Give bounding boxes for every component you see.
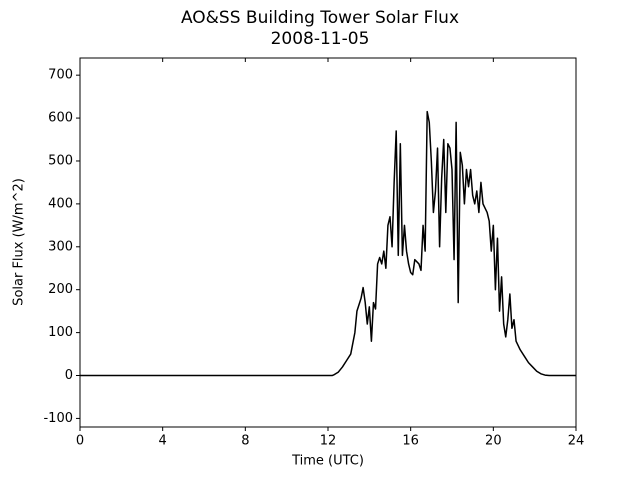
y-tick-label: 400 [48,196,73,211]
x-tick-label: 16 [402,434,419,449]
y-axis-label: Solar Flux (W/m^2) [12,178,27,306]
x-tick-label: 20 [485,434,502,449]
x-tick-label: 8 [241,434,249,449]
x-tick-label: 4 [159,434,167,449]
y-tick-label: -100 [43,411,73,426]
y-tick-label: 100 [48,325,73,340]
y-tick-label: 300 [48,239,73,254]
x-tick-label: 12 [320,434,337,449]
chart-subtitle: 2008-11-05 [271,29,370,49]
x-axis-label: Time (UTC) [291,454,364,469]
chart-title: AO&SS Building Tower Solar Flux [181,8,459,28]
x-tick-label: 0 [76,434,84,449]
y-tick-label: 600 [48,111,73,126]
x-tick-label: 24 [568,434,585,449]
y-tick-label: 0 [65,368,73,383]
y-tick-label: 500 [48,153,73,168]
plot-frame [79,57,577,428]
y-tick-label: 700 [48,68,73,83]
y-tick-label: 200 [48,282,73,297]
line [80,110,576,377]
